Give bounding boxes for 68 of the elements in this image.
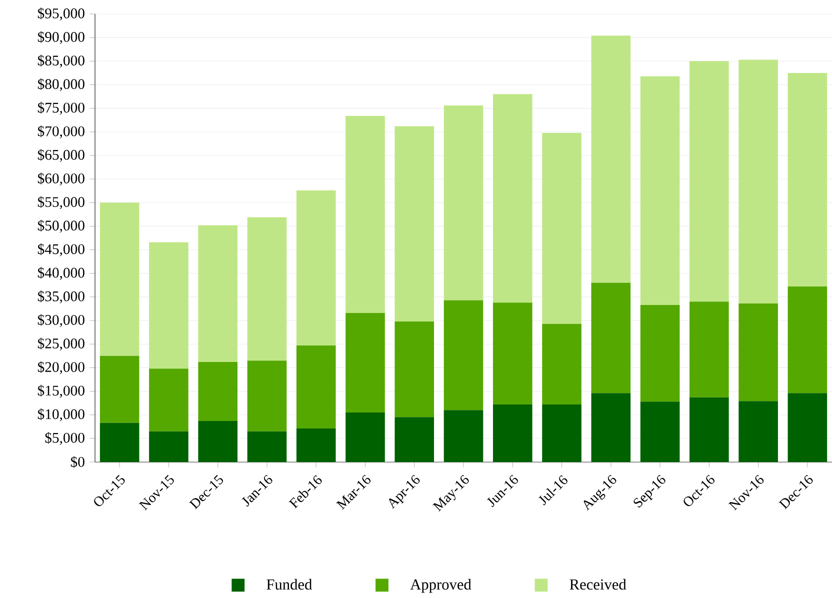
legend-label: Approved [410,578,472,593]
bar [346,116,385,313]
bar [738,401,778,462]
bar [542,404,582,462]
bar [394,126,434,322]
bar [149,242,188,369]
y-tick-label: $45,000 [38,243,84,256]
y-tick-label: $35,000 [38,290,84,304]
y-tick-label: $85,000 [38,54,84,68]
y-tick-label: $75,000 [38,102,84,115]
y-tick-label: $0 [70,456,84,468]
bar [690,61,729,302]
bar [492,404,532,462]
y-tick-label: $30,000 [38,314,84,327]
bar [149,368,188,432]
y-tick-label: $65,000 [38,149,84,162]
bar [690,302,729,398]
y-tick-label: $40,000 [38,266,84,280]
bar [640,402,680,462]
bar [100,422,140,462]
bar [788,72,828,287]
y-tick-label: $50,000 [38,220,84,233]
bar [346,312,385,412]
bar [444,300,484,410]
bar [444,410,484,462]
bar [788,393,828,462]
bar [788,286,828,394]
bar [640,304,680,402]
bar [738,304,778,402]
bar [492,94,532,303]
bar [591,393,631,462]
bar [100,356,140,423]
y-tick-label: $70,000 [38,125,84,138]
bar [296,428,336,462]
bar [296,190,336,346]
y-tick-label: $60,000 [38,172,84,186]
bar [591,282,631,394]
bar [591,36,631,283]
legend-label: Funded [266,578,312,590]
bar [247,431,287,462]
y-tick-label: $25,000 [38,338,84,351]
bar [247,360,287,432]
y-tick-label: $55,000 [38,196,84,210]
bar [198,420,238,462]
bar [394,417,434,462]
bar [542,324,582,404]
bar [492,302,532,404]
bar [198,362,238,421]
bar [346,412,385,462]
bar [690,397,729,462]
bar [247,217,287,361]
bar [296,346,336,429]
bar [444,105,484,300]
bar [394,321,434,418]
y-tick-label: $10,000 [38,408,84,422]
y-tick-label: $80,000 [38,78,84,92]
y-tick-label: $5,000 [45,432,84,445]
y-tick-label: $90,000 [38,31,84,44]
y-tick-label: $95,000 [38,8,84,20]
legend-label: Received [570,578,626,590]
bar [100,202,140,356]
y-tick-label: $20,000 [38,361,84,374]
bar [738,60,778,304]
bar [198,225,238,362]
bar [149,431,188,462]
y-tick-label: $15,000 [38,384,84,398]
bar [640,76,680,305]
bar [542,132,582,324]
